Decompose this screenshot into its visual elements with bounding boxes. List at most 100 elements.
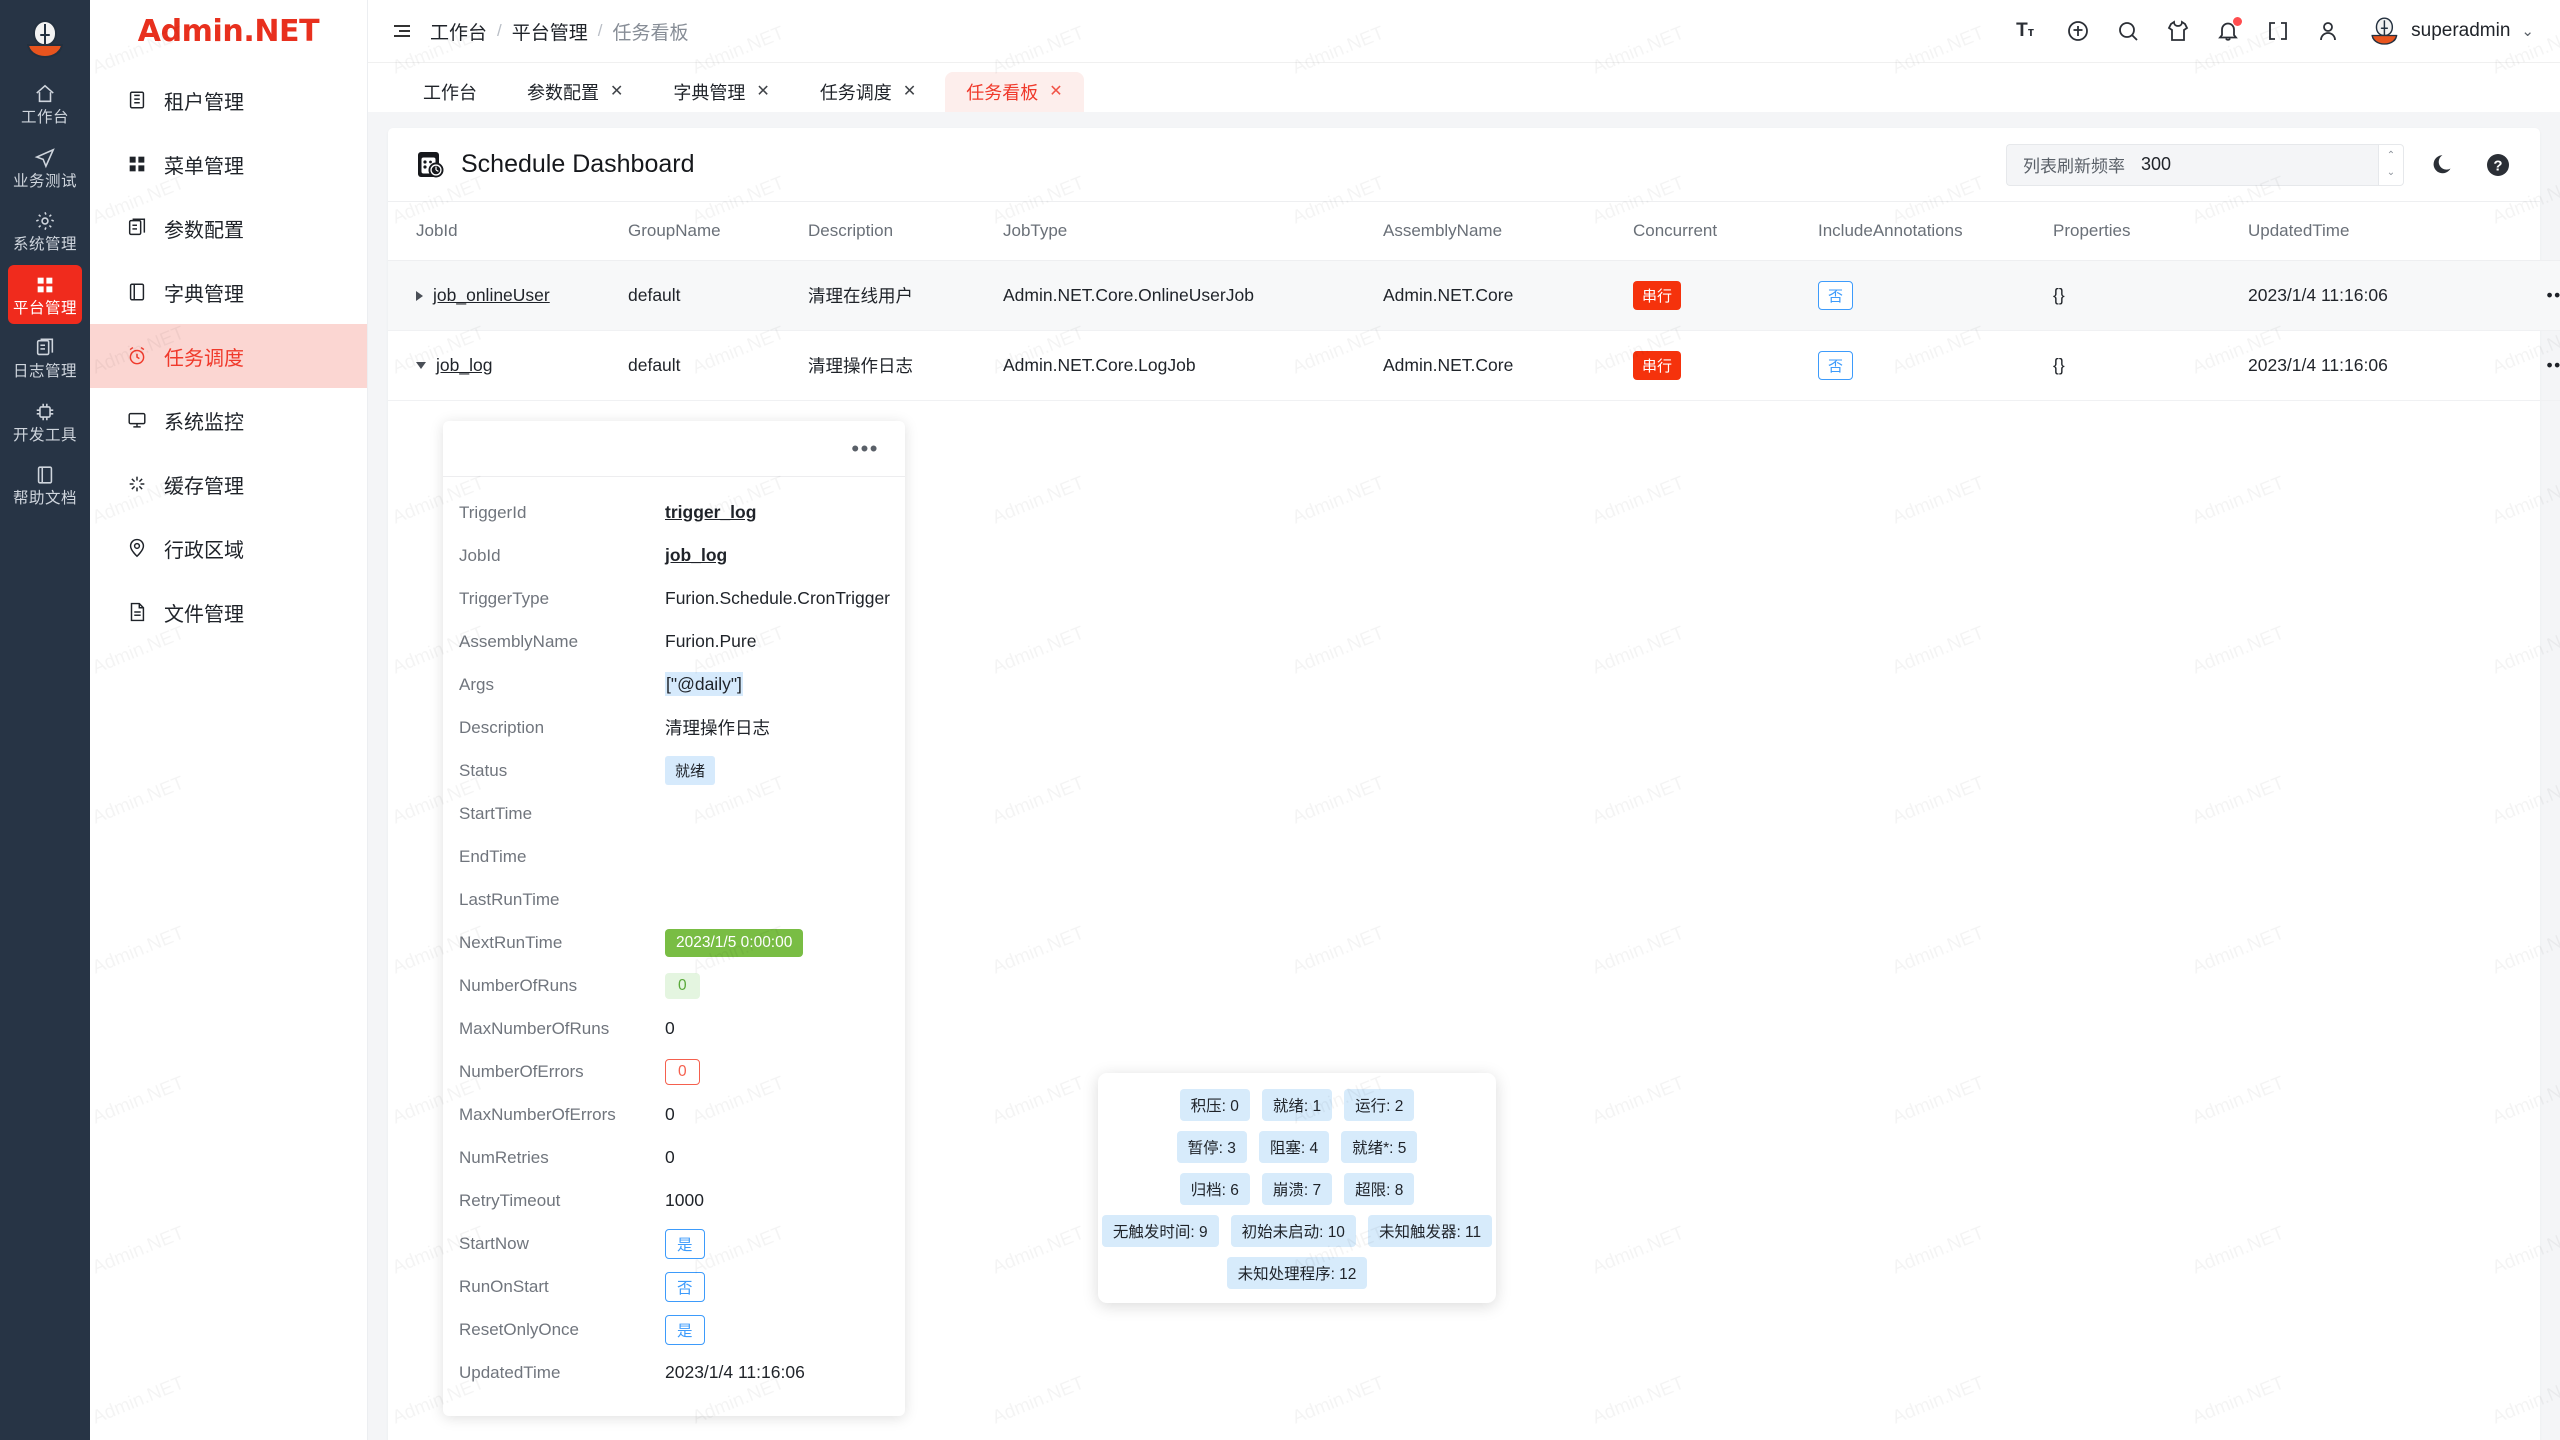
detail-label: RunOnStart <box>459 1276 549 1296</box>
chevron-down-icon[interactable]: ⌄ <box>2521 23 2534 40</box>
rail-item-label: 业务测试 <box>12 172 77 190</box>
detail-row-EndTime: EndTime <box>443 835 905 878</box>
detail-more-actions-button[interactable]: ••• <box>851 435 879 461</box>
secondary-nav-menu: Admin.NET 租户管理 菜单管理 参数配置 字典管理 任务调度 系统监控 … <box>90 0 368 1440</box>
sidebar-item-4[interactable]: 任务调度 <box>90 324 367 388</box>
close-icon[interactable]: ✕ <box>610 83 624 100</box>
moon-icon[interactable] <box>2430 151 2458 179</box>
detail-label: JobId <box>459 545 501 565</box>
detail-label: AssemblyName <box>459 631 579 651</box>
tab-4[interactable]: 任务看板 ✕ <box>945 72 1084 112</box>
book-icon <box>126 281 148 303</box>
refresh-frequency-label: 列表刷新频率 <box>2023 157 2125 176</box>
theme-shirt-icon[interactable] <box>2166 19 2190 43</box>
detail-row-MaxNumberOfRuns: MaxNumberOfRuns 0 <box>443 1007 905 1050</box>
detail-value-link[interactable]: job_log <box>665 545 728 565</box>
detail-row-JobId: JobId job_log <box>443 534 905 577</box>
rail-item-3[interactable]: 平台管理 <box>8 264 82 324</box>
cell-include-annotations: 否 <box>1818 260 2053 331</box>
hamburger-icon[interactable] <box>390 19 414 43</box>
detail-row-Args: Args ["@daily"] <box>443 663 905 706</box>
column-header-IncludeAnnotations: IncludeAnnotations <box>1818 202 2053 261</box>
sidebar-item-1[interactable]: 菜单管理 <box>90 132 367 196</box>
close-icon[interactable]: ✕ <box>1049 83 1063 100</box>
sidebar-item-0[interactable]: 租户管理 <box>90 68 367 132</box>
detail-row-NumRetries: NumRetries 0 <box>443 1136 905 1179</box>
alarm-icon <box>126 345 148 367</box>
status-legend-tag: 未知处理程序: 12 <box>1226 1257 1368 1289</box>
detail-label: RetryTimeout <box>459 1190 561 1210</box>
chevron-down-icon[interactable] <box>416 362 426 369</box>
tab-2[interactable]: 字典管理 ✕ <box>652 72 790 112</box>
cell-properties: {} <box>2053 260 2248 331</box>
detail-label: UpdatedTime <box>459 1362 561 1382</box>
rail-item-5[interactable]: 开发工具 <box>8 392 82 452</box>
status-legend-tag: 就绪*: 5 <box>1341 1131 1418 1163</box>
rail-item-label: 日志管理 <box>12 363 77 380</box>
monitor-icon <box>126 409 148 431</box>
svg-text:?: ? <box>2493 157 2502 174</box>
rail-item-label: 工作台 <box>20 109 69 126</box>
avatar <box>2370 16 2400 46</box>
rail-item-4[interactable]: 日志管理 <box>8 328 82 388</box>
rail-item-6[interactable]: 帮助文档 <box>8 455 82 515</box>
fullscreen-icon[interactable] <box>2266 19 2290 43</box>
detail-row-Description: Description 清理操作日志 <box>443 706 905 749</box>
refresh-frequency-input[interactable]: 列表刷新频率 300 <box>2006 143 2378 186</box>
stepper-down-icon[interactable]: ⌄ <box>2386 167 2396 178</box>
column-header-Concurrent: Concurrent <box>1633 202 1818 261</box>
search-icon[interactable] <box>2116 19 2140 43</box>
detail-value-link[interactable]: trigger_log <box>665 502 757 522</box>
rail-item-label: 平台管理 <box>12 299 77 317</box>
table-row[interactable]: job_log default 清理操作日志 Admin.NET.Core.Lo… <box>388 330 2560 401</box>
breadcrumb-item-2[interactable]: 任务看板 <box>612 22 689 44</box>
rail-item-1[interactable]: 业务测试 <box>8 138 82 198</box>
user-icon[interactable] <box>2316 19 2340 43</box>
tab-3[interactable]: 任务调度 ✕ <box>799 72 937 112</box>
language-icon[interactable] <box>2066 19 2090 43</box>
font-size-icon[interactable]: Tт <box>2016 20 2035 41</box>
column-header-GroupName: GroupName <box>628 202 808 261</box>
jobs-table: JobId GroupName Description JobType Assembly… <box>388 202 2560 401</box>
detail-label: ResetOnlyOnce <box>459 1319 579 1339</box>
row-more-actions-button[interactable]: ••• <box>2498 330 2560 401</box>
home-icon <box>34 83 56 105</box>
sidebar-item-3[interactable]: 字典管理 <box>90 260 367 324</box>
stepper-up-icon[interactable]: ⌃ <box>2386 150 2396 161</box>
rail-item-2[interactable]: 系统管理 <box>8 201 82 261</box>
job-id-link[interactable]: job_log <box>436 355 493 375</box>
rail-item-0[interactable]: 工作台 <box>8 74 82 134</box>
cell-group-name: default <box>628 330 808 401</box>
breadcrumb-item-1[interactable]: 平台管理 <box>511 22 588 44</box>
tab-0[interactable]: 工作台 <box>402 72 498 112</box>
tab-1[interactable]: 参数配置 ✕ <box>506 72 644 112</box>
monk-logo-icon <box>25 18 65 60</box>
close-icon[interactable]: ✕ <box>756 83 770 100</box>
sidebar-item-8[interactable]: 文件管理 <box>90 580 367 644</box>
job-id-link[interactable]: job_onlineUser <box>433 285 550 305</box>
column-header-JobType: JobType <box>1003 202 1383 261</box>
column-header-JobId: JobId <box>388 202 628 261</box>
cell-assembly-name: Admin.NET.Core <box>1383 260 1633 331</box>
sidebar-item-5[interactable]: 系统监控 <box>90 388 367 452</box>
tab-label: 任务看板 <box>966 83 1039 103</box>
status-legend-tag: 初始未启动: 10 <box>1230 1215 1356 1247</box>
row-more-actions-button[interactable]: ••• <box>2498 260 2560 331</box>
chevron-right-icon[interactable] <box>416 290 423 301</box>
sidebar-item-7[interactable]: 行政区域 <box>90 516 367 580</box>
notification-bell-icon[interactable] <box>2216 17 2243 43</box>
detail-row-NumberOfErrors: NumberOfErrors 0 <box>443 1050 905 1093</box>
user-menu[interactable]: superadmin ⌄ <box>2370 16 2534 46</box>
table-row[interactable]: job_onlineUser default 清理在线用户 Admin.NET.… <box>388 260 2560 331</box>
sidebar-item-label: 系统监控 <box>164 411 244 434</box>
breadcrumb-item-0[interactable]: 工作台 <box>430 22 488 44</box>
sidebar-item-6[interactable]: 缓存管理 <box>90 452 367 516</box>
detail-row-TriggerId: TriggerId trigger_log <box>443 491 905 534</box>
sidebar-item-2[interactable]: 参数配置 <box>90 196 367 260</box>
refresh-frequency-stepper[interactable]: ⌃ ⌄ <box>2378 143 2404 186</box>
rail-item-label: 帮助文档 <box>12 490 77 507</box>
cell-job-type: Admin.NET.Core.LogJob <box>1003 330 1383 401</box>
close-icon[interactable]: ✕ <box>902 83 917 100</box>
question-circle-icon[interactable]: ? <box>2484 151 2512 179</box>
refresh-frequency-field[interactable]: 列表刷新频率 300 ⌃ ⌄ <box>2006 143 2404 186</box>
